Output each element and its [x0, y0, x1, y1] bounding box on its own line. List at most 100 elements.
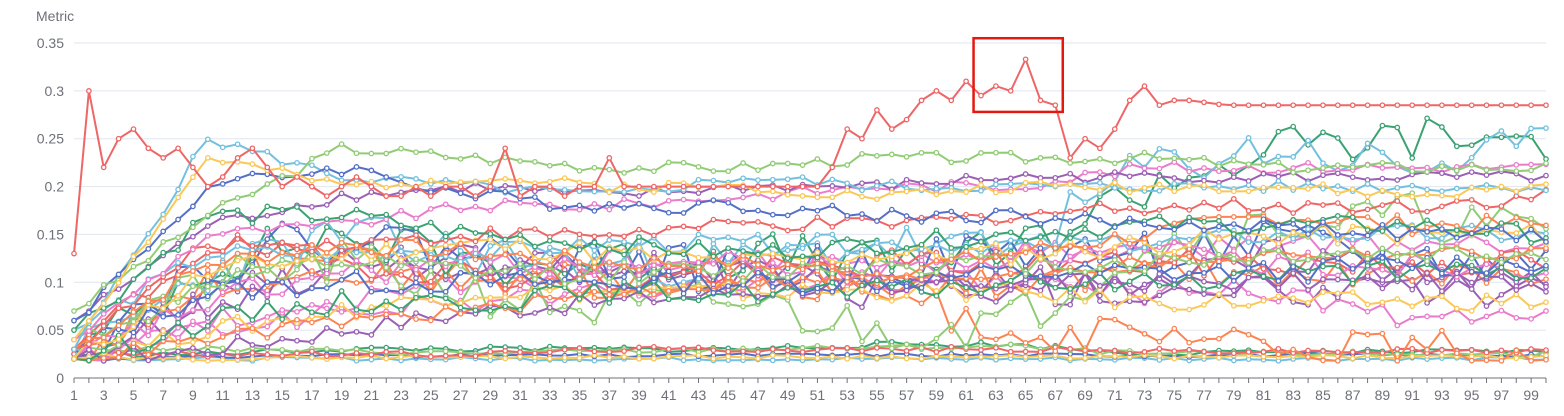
data-point — [427, 148, 434, 155]
data-point — [175, 306, 181, 313]
data-point — [190, 164, 196, 171]
data-point — [829, 202, 836, 209]
data-point — [234, 236, 241, 242]
data-point — [1275, 345, 1282, 352]
data-point — [145, 257, 152, 264]
data-point — [576, 240, 583, 246]
data-point — [1216, 101, 1222, 108]
series-line — [73, 127, 1547, 360]
data-point — [1097, 352, 1103, 359]
data-point — [1290, 263, 1297, 270]
data-point — [86, 88, 92, 94]
data-point — [799, 349, 806, 355]
data-point — [963, 284, 969, 291]
data-point — [1037, 239, 1044, 246]
data-point — [651, 275, 657, 282]
data-point — [1349, 329, 1356, 335]
data-point — [219, 284, 226, 290]
data-point — [279, 206, 286, 213]
data-point — [799, 233, 806, 239]
data-point — [1052, 348, 1059, 355]
data-point — [1543, 239, 1549, 245]
data-point — [1037, 264, 1044, 270]
data-point — [1052, 259, 1059, 266]
data-point — [517, 232, 523, 238]
data-point — [190, 224, 196, 231]
data-point — [309, 242, 315, 248]
data-point — [1334, 357, 1341, 364]
data-point — [1513, 314, 1520, 321]
data-point — [502, 251, 509, 258]
data-point — [546, 162, 553, 169]
data-point — [353, 257, 360, 264]
data-point — [234, 326, 241, 332]
data-point — [249, 317, 256, 323]
x-tick-label: 29 — [483, 387, 499, 403]
data-point — [1305, 137, 1311, 144]
data-point — [1320, 271, 1326, 278]
data-point — [918, 284, 925, 291]
data-point — [1483, 349, 1490, 356]
data-point — [561, 186, 568, 193]
data-point — [1052, 174, 1059, 181]
data-point — [1349, 265, 1356, 272]
data-point — [1186, 306, 1193, 313]
data-point — [1468, 102, 1475, 109]
data-point — [1052, 284, 1059, 291]
data-point — [234, 278, 241, 284]
data-point — [1007, 261, 1014, 268]
data-point — [487, 348, 494, 355]
data-point — [591, 164, 598, 171]
data-point — [621, 348, 627, 354]
data-point — [963, 211, 969, 218]
data-point — [145, 239, 152, 246]
data-point — [740, 208, 746, 215]
data-point — [323, 249, 330, 256]
x-tick-label: 73 — [1137, 387, 1153, 403]
data-point — [651, 355, 657, 362]
data-point — [1513, 133, 1520, 140]
x-tick-label: 39 — [631, 387, 647, 403]
data-point — [859, 211, 865, 217]
data-point — [1305, 347, 1311, 354]
data-point — [368, 308, 375, 315]
data-point — [338, 261, 345, 268]
data-point — [1528, 167, 1534, 174]
data-point — [963, 354, 969, 360]
data-point — [1349, 355, 1356, 362]
x-tick-label: 11 — [215, 387, 230, 403]
data-point — [1379, 266, 1386, 273]
data-point — [1067, 293, 1074, 300]
data-point — [1022, 288, 1029, 294]
data-point — [1349, 164, 1356, 171]
data-point — [219, 208, 226, 215]
data-point — [1022, 270, 1029, 277]
data-point — [115, 322, 122, 329]
data-point — [606, 189, 613, 196]
data-point — [1082, 261, 1088, 267]
data-point — [1097, 180, 1103, 186]
data-point — [695, 297, 702, 304]
data-point — [502, 294, 509, 301]
data-point — [532, 158, 538, 165]
data-point — [1290, 258, 1297, 265]
data-point — [1067, 160, 1074, 166]
data-point — [695, 163, 702, 170]
x-tick-label: 23 — [393, 387, 409, 403]
data-point — [279, 279, 286, 285]
data-point — [1111, 353, 1118, 360]
data-point — [725, 265, 732, 271]
data-point — [769, 183, 776, 190]
data-point — [978, 276, 984, 283]
data-point — [1424, 186, 1430, 193]
data-point — [903, 188, 910, 195]
data-point — [383, 216, 390, 223]
data-point — [993, 83, 999, 89]
data-point — [323, 353, 330, 359]
data-point — [1275, 293, 1282, 300]
data-point — [368, 183, 375, 190]
data-point — [1067, 324, 1074, 331]
data-point — [1156, 338, 1163, 345]
data-point — [1097, 242, 1103, 249]
data-point — [710, 197, 717, 203]
